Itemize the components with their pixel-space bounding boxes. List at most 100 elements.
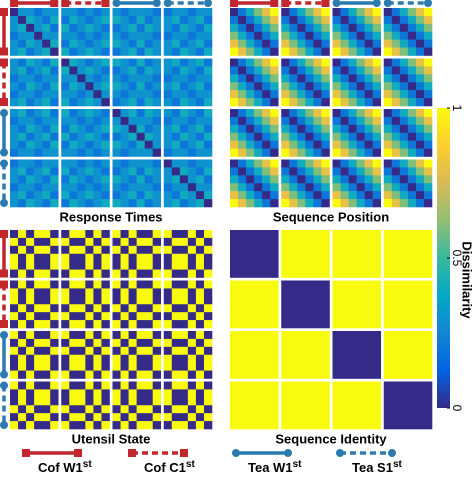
heatmap-cell — [179, 331, 189, 340]
heatmap-cell — [246, 140, 255, 149]
heatmap-cell — [356, 159, 365, 168]
heatmap-cell — [203, 47, 213, 56]
heatmap-cell — [120, 237, 129, 247]
heatmap-cell — [77, 140, 86, 149]
heatmap-cell — [332, 116, 341, 126]
heatmap-cell — [10, 23, 19, 33]
heatmap-cell — [128, 23, 137, 33]
heatmap-cell — [399, 23, 409, 33]
heatmap-cell — [179, 116, 189, 126]
heatmap-cell — [85, 15, 94, 25]
heatmap-cell — [348, 140, 357, 149]
heatmap-cell — [372, 15, 382, 25]
heatmap-cell — [77, 288, 86, 297]
heatmap-cell — [34, 389, 43, 398]
heatmap-cell — [34, 15, 43, 25]
heatmap-cell — [10, 124, 19, 134]
heatmap-cell — [69, 82, 78, 91]
heatmap-cell — [101, 175, 110, 184]
heatmap-cell — [179, 132, 189, 141]
heatmap-cell — [321, 175, 330, 184]
heatmap-cell — [10, 354, 19, 363]
heatmap-cell — [262, 159, 271, 168]
heatmap-cell — [85, 31, 94, 40]
heatmap-cell — [348, 183, 357, 192]
heatmap-cell — [26, 31, 35, 40]
heatmap-cell — [297, 159, 306, 168]
heatmap-cell — [179, 140, 189, 149]
heatmap-cell — [85, 191, 94, 200]
heatmap-cell — [136, 389, 145, 398]
heatmap-cell — [356, 109, 365, 118]
heatmap-cell — [383, 148, 393, 157]
legend-line-end — [284, 449, 292, 457]
heatmap-cell — [26, 245, 35, 255]
heatmap-cell — [187, 397, 197, 406]
heatmap-cell — [203, 175, 213, 184]
heatmap-cell — [415, 15, 425, 25]
heatmap-cell — [332, 191, 341, 200]
heatmap-cell — [372, 159, 382, 168]
heatmap-cell — [348, 58, 357, 67]
heatmap-cell — [101, 140, 110, 149]
heatmap-cell — [26, 58, 35, 67]
heatmap-cell — [187, 109, 197, 118]
heatmap-cell — [297, 109, 306, 118]
heatmap-cell — [179, 15, 189, 25]
heatmap-cell — [34, 167, 43, 176]
heatmap-cell — [26, 82, 35, 91]
heatmap-cell — [297, 23, 306, 33]
top-condition-bar-end — [372, 0, 381, 7]
heatmap-cell — [281, 230, 330, 278]
heatmap-cell — [348, 175, 357, 184]
heatmap-cell — [93, 90, 102, 99]
heatmap-cell — [423, 167, 433, 176]
heatmap-cell — [10, 140, 19, 149]
heatmap-cell — [391, 132, 401, 141]
heatmap-cell — [171, 296, 181, 305]
heatmap-cell — [163, 98, 173, 107]
heatmap-cell — [18, 39, 27, 48]
heatmap-cell — [254, 116, 263, 126]
heatmap-cell — [305, 109, 314, 118]
heatmap-cell — [85, 116, 94, 126]
heatmap-cell — [93, 381, 102, 390]
heatmap-cell — [238, 58, 247, 67]
legend-line-end — [388, 449, 396, 457]
heatmap-cell — [144, 320, 154, 329]
heatmap-cell — [61, 261, 70, 270]
heatmap-cell — [262, 39, 271, 48]
heatmap-cell — [112, 39, 121, 48]
heatmap-cell — [163, 39, 173, 48]
heatmap-cell — [332, 280, 382, 329]
heatmap-cell — [50, 15, 59, 25]
legend-label: Cof C1st — [144, 459, 195, 476]
heatmap-cell — [187, 167, 197, 176]
heatmap-cell — [246, 98, 255, 107]
heatmap-cell — [112, 421, 121, 430]
heatmap-cell — [136, 199, 145, 208]
heatmap-cell — [163, 66, 173, 75]
heatmap-cell — [77, 296, 86, 305]
heatmap-cell — [101, 312, 110, 321]
heatmap-cell — [77, 354, 86, 363]
heatmap-cell — [136, 269, 145, 278]
heatmap-cell — [407, 167, 417, 176]
heatmap-cell — [340, 82, 349, 91]
left-condition-bar-end — [0, 159, 8, 168]
heatmap-cell — [270, 58, 279, 67]
heatmap-cell — [77, 175, 86, 184]
heatmap-cell — [246, 90, 255, 99]
heatmap-cell — [297, 47, 306, 56]
heatmap-cell — [61, 304, 70, 313]
heatmap-cell — [305, 90, 314, 99]
heatmap-cell — [128, 362, 137, 371]
heatmap-cell — [136, 338, 145, 348]
heatmap-cell — [348, 82, 357, 91]
top-condition-bar-end — [424, 0, 432, 7]
heatmap-cell — [85, 421, 94, 430]
heatmap-cell — [340, 140, 349, 149]
heatmap-cell — [171, 132, 181, 141]
heatmap-cell — [163, 175, 173, 184]
heatmap-cell — [356, 132, 365, 141]
